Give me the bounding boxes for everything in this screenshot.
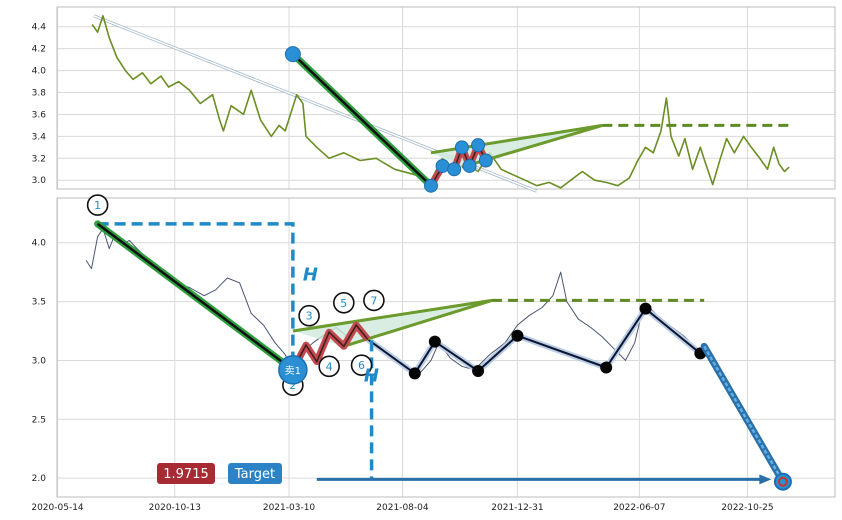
- swing-point: [472, 365, 485, 378]
- measure-dashed-1: [97, 222, 295, 370]
- swing-point: [639, 302, 652, 315]
- price-badge: [157, 463, 215, 484]
- triangle-upper: [292, 298, 493, 333]
- x-tick-label: 2021-03-10: [263, 503, 316, 513]
- x-tick-label: 2020-05-14: [31, 503, 84, 513]
- sell-marker-label: 卖1: [285, 365, 301, 377]
- swing-point: [511, 329, 524, 342]
- zigzag-point: [454, 140, 469, 155]
- y-tick-label: 3.0: [32, 176, 47, 186]
- wave-label-circle: [318, 355, 340, 378]
- bottom-panel: 2.0 2.5 3.0 3.5 4.0 2020-05-14 2020-10-13 2021-…: [31, 194, 836, 513]
- y-tick-label: 2.5: [32, 415, 46, 425]
- zigzag-point: [471, 138, 486, 153]
- x-tick-label: 2021-12-31: [491, 503, 543, 513]
- projection-line: [703, 345, 784, 483]
- target-arrow-head: [759, 474, 772, 485]
- leg-start-point: [284, 46, 301, 63]
- target-badge: [228, 463, 282, 484]
- y-tick-label: 4.0: [32, 239, 47, 249]
- x-tick-label: 2022-06-07: [613, 503, 665, 513]
- y-tick-label: 3.4: [32, 132, 47, 142]
- wave-label: 1: [94, 199, 101, 212]
- panel-frame: [56, 6, 836, 190]
- swing-point: [428, 335, 441, 348]
- zigzag-point: [462, 158, 477, 173]
- wave-label-circle: [333, 291, 355, 314]
- y-tick-label: 4.4: [32, 23, 47, 33]
- price-badge-label: 1.9715: [163, 467, 209, 482]
- y-tick-label: 3.8: [32, 89, 47, 99]
- target-marker: [773, 472, 792, 491]
- y-tick-label: 2.0: [32, 474, 47, 484]
- wave-label-circle: [350, 354, 373, 376]
- swing-point: [408, 367, 421, 380]
- top-panel: 3.0 3.2 3.4 3.6 3.8 4.0 4.2 4.4: [32, 6, 836, 193]
- y-tick-label: 3.6: [32, 110, 47, 120]
- swing-line: [367, 307, 701, 375]
- triangle-lower: [343, 298, 493, 348]
- zigzag-point: [478, 153, 493, 168]
- swing-point: [600, 361, 613, 374]
- wave-label-circle: [86, 194, 109, 216]
- zigzag-point: [424, 178, 439, 193]
- wave-label: 5: [340, 297, 347, 310]
- y-tick-label: 3.2: [32, 154, 46, 164]
- target-badge-label: Target: [234, 467, 275, 482]
- zigzag-point: [447, 162, 462, 177]
- triangle-fill: [292, 300, 492, 347]
- wave-label: 2: [289, 379, 296, 392]
- x-tick-label: 2020-10-13: [149, 503, 201, 513]
- x-tick-label: 2022-10-25: [721, 503, 773, 513]
- y-tick-label: 3.5: [32, 298, 46, 308]
- wave-label-circle: [298, 304, 320, 327]
- wave-label: 3: [306, 310, 313, 323]
- wave-label: 4: [326, 360, 333, 373]
- zigzag-line: [292, 323, 369, 371]
- panel-frame: [56, 197, 836, 498]
- y-tick-label: 4.0: [32, 67, 47, 77]
- h-label: H: [364, 366, 379, 387]
- wave-label-circle: [363, 289, 385, 312]
- x-tick-label: 2021-08-04: [376, 503, 429, 513]
- down-leg: [96, 222, 294, 371]
- wave-label: 6: [358, 359, 365, 372]
- sell-marker: [278, 355, 308, 385]
- wave-label: 7: [370, 294, 377, 307]
- h-label: H: [303, 264, 318, 285]
- y-tick-label: 4.2: [32, 45, 46, 55]
- zigzag-point: [435, 158, 450, 173]
- y-tick-label: 3.0: [32, 356, 47, 366]
- target-marker-ring: [777, 476, 788, 487]
- down-leg: [292, 53, 432, 187]
